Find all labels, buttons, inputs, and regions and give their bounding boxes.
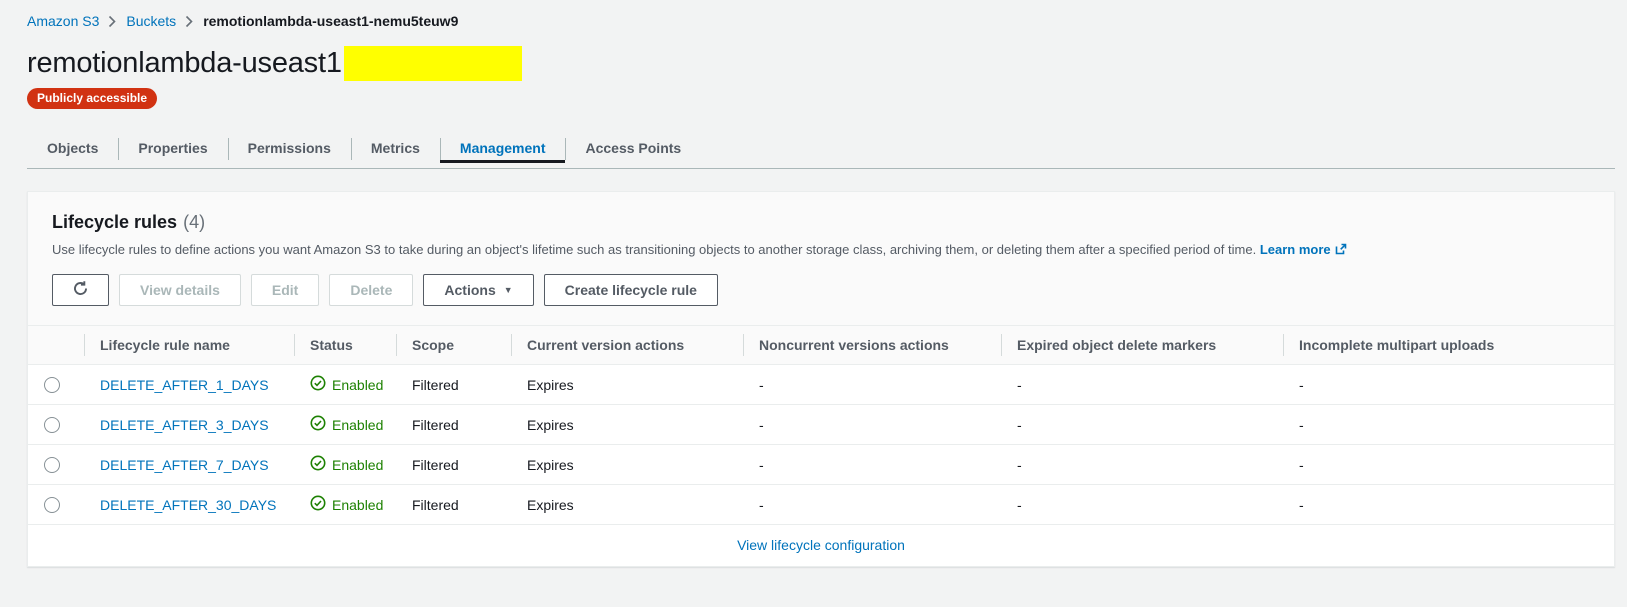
expired-markers-cell: - bbox=[1001, 444, 1283, 485]
view-details-button[interactable]: View details bbox=[119, 274, 241, 306]
rule-name-link[interactable]: DELETE_AFTER_1_DAYS bbox=[100, 376, 269, 393]
panel-title: Lifecycle rules bbox=[52, 212, 178, 232]
learn-more-link[interactable]: Learn more bbox=[1259, 242, 1331, 257]
tab-objects[interactable]: Objects bbox=[47, 140, 99, 156]
row-select-radio[interactable] bbox=[44, 377, 60, 394]
status-text: Enabled bbox=[332, 496, 384, 513]
incomplete-uploads-cell: - bbox=[1283, 484, 1614, 524]
column-header-status: Status bbox=[294, 326, 396, 365]
column-header-current-version: Current version actions bbox=[511, 326, 743, 365]
column-header-expired-markers: Expired object delete markers bbox=[1001, 326, 1283, 365]
current-version-cell: Expires bbox=[511, 444, 743, 485]
scope-cell: Filtered bbox=[396, 364, 511, 405]
column-header-rule-name: Lifecycle rule name bbox=[84, 326, 294, 365]
noncurrent-versions-cell: - bbox=[743, 364, 1001, 405]
table-header-row: Lifecycle rule name Status Scope Current… bbox=[28, 326, 1614, 365]
table-row: DELETE_AFTER_7_DAYS Enabled Filtered Exp… bbox=[28, 444, 1614, 485]
tab-permissions[interactable]: Permissions bbox=[227, 134, 351, 169]
redaction-highlight bbox=[343, 46, 522, 81]
scope-cell: Filtered bbox=[396, 404, 511, 445]
current-version-cell: Expires bbox=[511, 484, 743, 524]
incomplete-uploads-cell: - bbox=[1283, 444, 1614, 485]
check-circle-icon bbox=[310, 415, 326, 434]
incomplete-uploads-cell: - bbox=[1283, 404, 1614, 445]
tab-properties[interactable]: Properties bbox=[118, 134, 227, 169]
table-toolbar: View details Edit Delete Actions ▼ Creat… bbox=[52, 274, 1594, 306]
panel-description: Use lifecycle rules to define actions yo… bbox=[52, 242, 1594, 258]
tabs-bar: Objects Properties Permissions Metrics M… bbox=[27, 134, 1615, 169]
breadcrumb: Amazon S3 Buckets remotionlambda-useast1… bbox=[0, 0, 1627, 29]
refresh-icon bbox=[72, 280, 89, 300]
panel-header: Lifecycle rules (4) Use lifecycle rules … bbox=[28, 192, 1614, 326]
row-select-radio[interactable] bbox=[44, 417, 60, 434]
check-circle-icon bbox=[310, 455, 326, 474]
status-text: Enabled bbox=[332, 456, 384, 473]
row-select-radio[interactable] bbox=[44, 497, 60, 514]
actions-dropdown-button[interactable]: Actions ▼ bbox=[423, 274, 534, 306]
refresh-button[interactable] bbox=[52, 274, 109, 306]
lifecycle-rules-panel: Lifecycle rules (4) Use lifecycle rules … bbox=[27, 191, 1615, 567]
rule-name-link[interactable]: DELETE_AFTER_7_DAYS bbox=[100, 456, 269, 473]
incomplete-uploads-cell: - bbox=[1283, 364, 1614, 405]
page-title: remotionlambda-useast1 bbox=[27, 47, 342, 79]
expired-markers-cell: - bbox=[1001, 404, 1283, 445]
panel-description-text: Use lifecycle rules to define actions yo… bbox=[52, 242, 1257, 257]
view-lifecycle-configuration-link[interactable]: View lifecycle configuration bbox=[737, 537, 905, 553]
edit-button[interactable]: Edit bbox=[250, 274, 320, 306]
tab-access-points[interactable]: Access Points bbox=[565, 134, 701, 169]
table-row: DELETE_AFTER_3_DAYS Enabled Filtered Exp… bbox=[28, 404, 1614, 445]
rule-name-link[interactable]: DELETE_AFTER_3_DAYS bbox=[100, 416, 269, 433]
check-circle-icon bbox=[310, 375, 326, 394]
scope-cell: Filtered bbox=[396, 484, 511, 524]
publicly-accessible-badge: Publicly accessible bbox=[27, 88, 158, 109]
current-version-cell: Expires bbox=[511, 404, 743, 445]
scope-cell: Filtered bbox=[396, 444, 511, 485]
breadcrumb-current-bucket: remotionlambda-useast1-nemu5teuw9 bbox=[203, 13, 459, 29]
rule-name-link[interactable]: DELETE_AFTER_30_DAYS bbox=[100, 496, 277, 513]
chevron-right-icon bbox=[185, 15, 194, 28]
delete-button[interactable]: Delete bbox=[329, 274, 414, 306]
lifecycle-rules-table: Lifecycle rule name Status Scope Current… bbox=[28, 326, 1614, 524]
panel-count: (4) bbox=[183, 212, 206, 232]
noncurrent-versions-cell: - bbox=[743, 444, 1001, 485]
panel-footer: View lifecycle configuration bbox=[28, 524, 1614, 566]
chevron-right-icon bbox=[108, 15, 117, 28]
row-select-radio[interactable] bbox=[44, 457, 60, 474]
caret-down-icon: ▼ bbox=[503, 284, 513, 295]
noncurrent-versions-cell: - bbox=[743, 404, 1001, 445]
breadcrumb-link-amazon-s3[interactable]: Amazon S3 bbox=[27, 13, 100, 29]
column-header-incomplete-uploads: Incomplete multipart uploads bbox=[1283, 326, 1614, 365]
current-version-cell: Expires bbox=[511, 364, 743, 405]
expired-markers-cell: - bbox=[1001, 484, 1283, 524]
select-column-header bbox=[28, 326, 84, 365]
breadcrumb-link-buckets[interactable]: Buckets bbox=[126, 13, 177, 29]
table-row: DELETE_AFTER_30_DAYS Enabled Filtered Ex… bbox=[28, 484, 1614, 524]
noncurrent-versions-cell: - bbox=[743, 484, 1001, 524]
table-row: DELETE_AFTER_1_DAYS Enabled Filtered Exp… bbox=[28, 364, 1614, 405]
tab-management[interactable]: Management bbox=[439, 134, 566, 169]
check-circle-icon bbox=[310, 495, 326, 514]
expired-markers-cell: - bbox=[1001, 364, 1283, 405]
status-text: Enabled bbox=[332, 416, 384, 433]
tab-metrics[interactable]: Metrics bbox=[350, 134, 440, 169]
column-header-scope: Scope bbox=[396, 326, 511, 365]
column-header-noncurrent-versions: Noncurrent versions actions bbox=[743, 326, 1001, 365]
create-lifecycle-rule-button[interactable]: Create lifecycle rule bbox=[543, 274, 718, 306]
status-text: Enabled bbox=[332, 376, 384, 393]
page-title-row: remotionlambda-useast1 bbox=[0, 29, 1627, 81]
external-link-icon bbox=[1335, 243, 1347, 258]
actions-label: Actions bbox=[444, 282, 496, 298]
